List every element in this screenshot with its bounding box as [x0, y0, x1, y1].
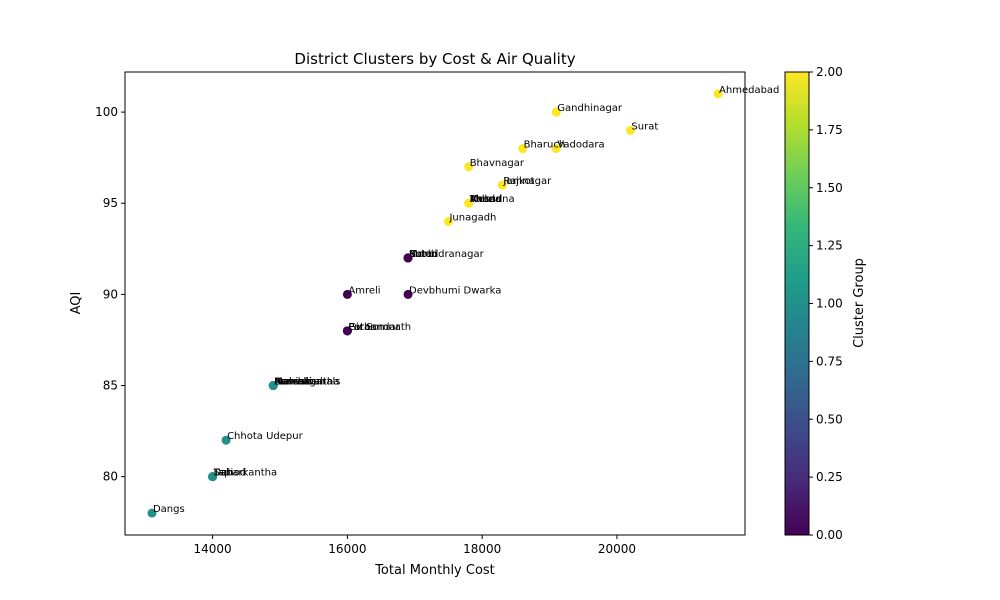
plot-frame	[124, 71, 746, 536]
colorbar-tick-label: 0.25	[816, 470, 843, 484]
chart-title: District Clusters by Cost & Air Quality	[294, 50, 575, 68]
data-point	[713, 89, 723, 99]
point-label: Patan	[348, 322, 376, 333]
colorbar-tick-label: 0.75	[816, 354, 843, 368]
data-point	[208, 472, 218, 482]
data-point	[403, 289, 413, 299]
y-tick-label: 80	[103, 470, 118, 484]
point-label: Devbhumi Dwarka	[409, 285, 501, 296]
point-label: Bharuch	[524, 140, 566, 151]
colorbar-tick-label: 1.50	[816, 181, 843, 195]
data-point	[342, 326, 352, 336]
plot-area	[125, 72, 745, 535]
point-label: Sabarkantha	[214, 468, 278, 479]
data-point	[403, 253, 413, 263]
data-point	[551, 144, 561, 154]
data-point	[464, 162, 474, 172]
y-tick-label: 95	[103, 196, 118, 210]
y-axis-label: AQI	[69, 292, 84, 315]
point-label: Amreli	[348, 285, 380, 296]
colorbar-tick-label: 1.75	[816, 123, 843, 137]
data-point	[625, 125, 635, 135]
point-label: Junagadh	[448, 212, 496, 223]
colorbar-tick-label: 0.00	[816, 528, 843, 542]
point-label: Surendranagar	[409, 249, 485, 260]
data-point	[147, 508, 157, 518]
data-point	[268, 381, 278, 391]
x-axis: 14000 16000 18000 20000	[194, 535, 636, 556]
point-label: Dahod	[214, 468, 247, 479]
colorbar-tick-label: 2.00	[816, 65, 843, 79]
data-point	[342, 289, 352, 299]
point-label: Navsari	[274, 377, 312, 388]
point-label: Kheda	[470, 194, 502, 205]
point-label: Bhavnagar	[470, 158, 525, 169]
data-point	[551, 107, 561, 117]
point-label: Rajkot	[503, 176, 534, 187]
point-label: Panchmahals	[274, 377, 340, 388]
point-label: Ahmedabad	[719, 85, 779, 96]
point-label: Gandhinagar	[557, 103, 623, 114]
colorbar-tick-label: 1.25	[816, 239, 843, 253]
colorbar-tick-label: 0.50	[816, 412, 843, 426]
x-axis-label: Total Monthly Cost	[374, 563, 495, 578]
point-label: Surat	[631, 121, 658, 132]
point-label: Morbi	[409, 249, 437, 260]
point-label: Jamnagar	[502, 176, 552, 187]
data-point	[443, 216, 453, 226]
x-tick-label: 20000	[598, 542, 636, 556]
colorbar	[784, 71, 810, 536]
point-labels: Ahmedabad Gandhinagar Surat BharuchVadodara…	[153, 85, 779, 515]
point-label: Anand	[470, 194, 502, 205]
point-label: Valsad	[470, 194, 503, 205]
point-label: Aravalli	[274, 377, 311, 388]
colorbar-tick-label: 1.00	[816, 297, 843, 311]
x-tick-label: 16000	[328, 542, 366, 556]
point-label: Mehsana	[470, 194, 515, 205]
data-point	[464, 198, 474, 208]
x-tick-label: 18000	[463, 542, 501, 556]
y-tick-label: 90	[103, 287, 118, 301]
data-points	[147, 89, 723, 518]
point-label: Mahisagar	[274, 377, 327, 388]
colorbar-label: Cluster Group	[852, 258, 867, 348]
data-point	[497, 180, 507, 190]
point-label: Gir Somnath	[348, 322, 411, 333]
point-label: Banaskantha	[274, 377, 339, 388]
colorbar-ticks: 0.00 0.25 0.50 0.75 1.00 1.25 1.50 1.75 2.00	[809, 65, 843, 542]
data-point	[221, 435, 231, 445]
point-label: Chhota Udepur	[227, 431, 304, 442]
point-label: Tapi	[213, 468, 234, 479]
y-axis: 80 85 90 95 100	[95, 105, 125, 484]
point-label: Dangs	[153, 504, 185, 515]
x-tick-label: 14000	[194, 542, 232, 556]
point-label: Vadodara	[557, 140, 604, 151]
data-point	[518, 144, 528, 154]
y-tick-label: 100	[95, 105, 118, 119]
point-label: Porbandar	[348, 322, 400, 333]
y-tick-label: 85	[103, 379, 118, 393]
point-label: Kutch	[409, 249, 437, 260]
point-label: Botad	[409, 249, 438, 260]
